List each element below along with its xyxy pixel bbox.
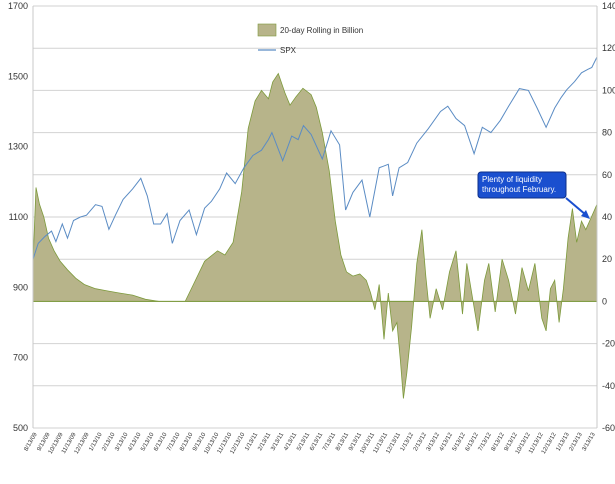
right-tick-label: 140 <box>602 1 615 11</box>
spx-line <box>32 56 598 260</box>
annotation-box <box>477 171 567 199</box>
left-tick-label: 500 <box>13 423 28 433</box>
right-tick-label: 120 <box>602 43 615 53</box>
right-tick-label: 20 <box>602 254 612 264</box>
right-tick-label: -40 <box>602 381 615 391</box>
right-tick-label: -20 <box>602 339 615 349</box>
annotation-arrow-line <box>565 197 587 216</box>
spx-line-series <box>32 56 598 260</box>
legend-label-spx: SPX <box>280 46 297 55</box>
left-tick-label: 1700 <box>8 1 28 11</box>
annotation-text: throughout February. <box>482 185 556 194</box>
left-tick-label: 1100 <box>9 212 28 222</box>
left-tick-label: 1500 <box>8 71 28 81</box>
right-tick-label: 80 <box>602 128 612 138</box>
right-tick-label: 0 <box>602 296 607 306</box>
right-tick-label: -60 <box>602 423 615 433</box>
left-tick-label: 700 <box>13 353 28 363</box>
axes: 500 700 900 1100 1300 1500 1700 -60 -40 -20 0 20 40 6… <box>8 1 615 455</box>
rolling-area <box>32 72 598 399</box>
legend: 20-day Rolling in Billion SPX <box>257 23 363 55</box>
x-tick-label: 3/13/13 <box>582 431 598 452</box>
left-tick-label: 1300 <box>8 142 28 152</box>
legend-swatch-rolling <box>257 23 277 37</box>
right-tick-label: 40 <box>602 212 612 222</box>
right-tick-label: 100 <box>602 85 615 95</box>
rolling-area-series <box>32 72 598 399</box>
right-tick-label: 60 <box>602 170 612 180</box>
left-tick-label: 900 <box>13 282 28 292</box>
annotation-text: Plenty of liquidity <box>482 175 542 184</box>
annotation-arrow-head <box>581 210 590 219</box>
legend-label-rolling: 20-day Rolling in Billion <box>280 26 363 35</box>
